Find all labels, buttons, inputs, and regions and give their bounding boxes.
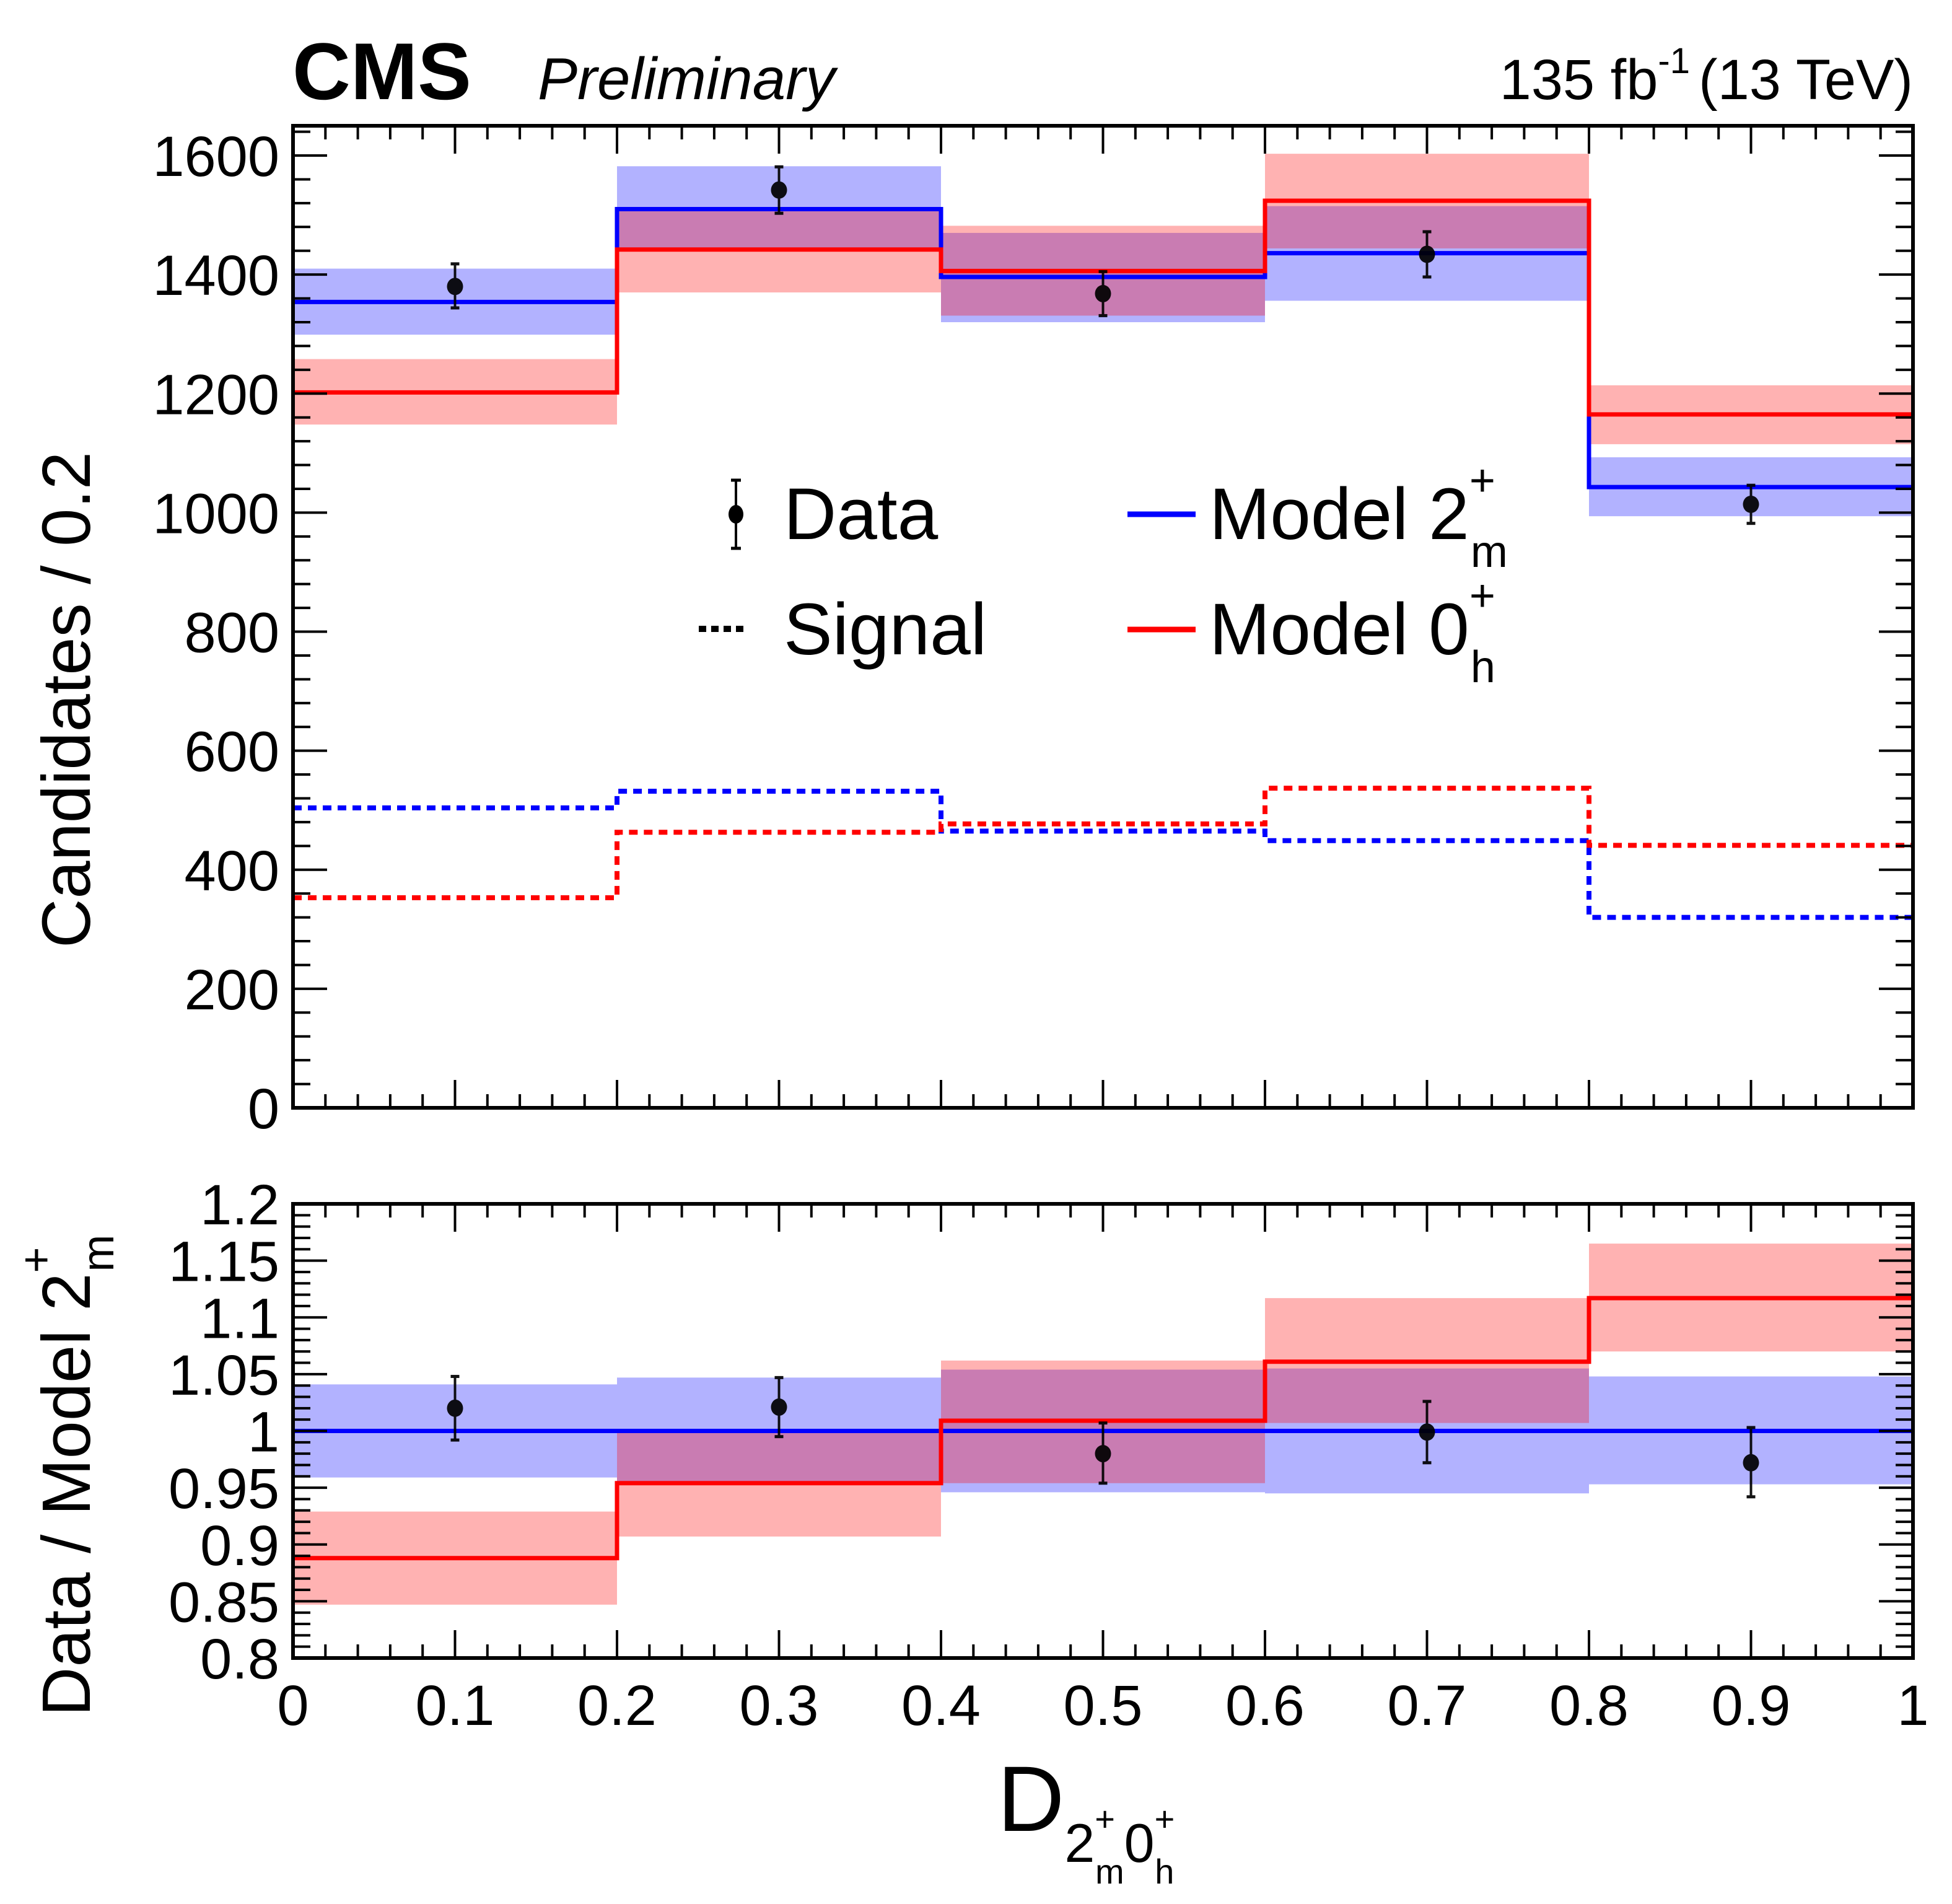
legend-model-2m-sub: m xyxy=(1471,527,1508,577)
x-tick-label: 0.5 xyxy=(1064,1674,1143,1737)
x-tick-label: 0.3 xyxy=(740,1674,819,1737)
energy-label: (13 TeV) xyxy=(1699,48,1913,112)
legend-model-0h-sub: h xyxy=(1471,643,1495,692)
upper-y-tick-label: 1400 xyxy=(152,244,279,307)
upper-axes: 0 200 400 600 800 1000 1200 1400 1600 xyxy=(152,125,1914,1141)
x-title-sub2-sup: + xyxy=(1155,1799,1175,1838)
lower-y-title-sup: + xyxy=(12,1247,61,1273)
lower-y-tick-label: 1 xyxy=(248,1401,279,1464)
lumi-exponent: -1 xyxy=(1658,41,1690,81)
data-marker xyxy=(447,1399,463,1417)
lower-y-tick-label: 0.95 xyxy=(169,1457,279,1520)
upper-data-point xyxy=(447,262,463,310)
upper-y-tick-label: 200 xyxy=(185,959,280,1022)
x-title-sub1-sub: m xyxy=(1095,1852,1124,1891)
x-title-sub2: 0 xyxy=(1124,1812,1155,1874)
lower-data-point xyxy=(447,1375,463,1442)
legend-model-0h-main: Model 0 xyxy=(1209,589,1469,670)
experiment-label: CMS xyxy=(292,26,471,116)
status-label: Preliminary xyxy=(538,46,838,112)
lower-y-tick-label: 1.1 xyxy=(200,1287,279,1350)
data-marker xyxy=(447,278,463,296)
data-marker xyxy=(771,181,787,199)
lower-y-tick-label: 0.9 xyxy=(200,1514,279,1577)
upper-y-tick-label: 1200 xyxy=(152,363,279,426)
legend-model-2m-label: Model 2+ m xyxy=(1209,456,1508,577)
upper-y-tick-label: 400 xyxy=(185,840,280,903)
lower-y-tick-label: 0.8 xyxy=(200,1628,279,1691)
legend-model-2m-main: Model 2 xyxy=(1209,473,1469,555)
lower-data-point xyxy=(771,1375,787,1439)
x-title-sub2-sub: h xyxy=(1155,1852,1174,1891)
x-tick-label: 0.8 xyxy=(1549,1674,1629,1737)
lower-line-model-0h- xyxy=(293,1296,1913,1561)
lower-frame xyxy=(291,1202,1915,1660)
lower-y-tick-label: 1.2 xyxy=(200,1174,279,1237)
legend-model-0h-sup: + xyxy=(1469,571,1495,621)
legend-model-0h-label: Model 0+ h xyxy=(1209,571,1495,692)
lower-data-point xyxy=(1095,1421,1111,1485)
upper-y-tick-label: 1000 xyxy=(152,482,279,545)
data-marker xyxy=(1419,245,1435,263)
upper-frame xyxy=(291,124,1915,1110)
x-tick-label: 0.9 xyxy=(1712,1674,1791,1737)
upper-y-tick-label: 800 xyxy=(185,602,280,665)
legend-signal-label: Signal xyxy=(784,589,987,670)
upper-data-points xyxy=(447,165,1759,525)
upper-y-tick-label: 0 xyxy=(248,1077,279,1141)
lower-y-tick-label: 0.85 xyxy=(169,1571,279,1634)
lower-y-tick-label: 1.15 xyxy=(169,1231,279,1294)
legend-data-label: Data xyxy=(784,473,939,555)
lower-data-point xyxy=(1419,1400,1435,1465)
upper-y-tick-label: 600 xyxy=(185,721,280,784)
x-tick-label: 0 xyxy=(277,1674,309,1737)
data-marker xyxy=(1095,1445,1111,1463)
x-tick-label: 0.6 xyxy=(1225,1674,1305,1737)
lumi-label: 135 fb-1 (13 TeV) xyxy=(1500,41,1913,112)
data-marker xyxy=(1419,1423,1435,1441)
x-tick-label: 0.1 xyxy=(416,1674,495,1737)
upper-bands xyxy=(293,154,1913,517)
lower-y-tick-label: 1.05 xyxy=(169,1344,279,1407)
lower-data-points xyxy=(447,1375,1759,1499)
lower-y-title-main: Data / Model 2 xyxy=(28,1273,105,1716)
x-title-sub1: 2 xyxy=(1064,1812,1095,1874)
x-tick-label: 0.2 xyxy=(577,1674,657,1737)
lower-data-point xyxy=(1743,1426,1759,1499)
lumi-value: 135 fb xyxy=(1500,48,1658,112)
upper-line-signal-2m- xyxy=(293,788,1913,920)
x-tick-label: 1 xyxy=(1897,1674,1928,1737)
upper-data-point xyxy=(1095,270,1111,317)
x-tick-label: 0.4 xyxy=(901,1674,981,1737)
legend: Data Signal Model 2+ m Model 0+ h xyxy=(699,456,1508,692)
x-title-sub1-sup: + xyxy=(1095,1799,1115,1838)
data-marker xyxy=(1743,495,1759,513)
lower-y-axis-title: Data / Model 2+ m xyxy=(12,1235,123,1716)
x-axis-title: D2+ m0+ h xyxy=(997,1747,1175,1891)
x-title-main: D xyxy=(997,1747,1064,1851)
x-tick-label: 0.7 xyxy=(1388,1674,1467,1737)
upper-data-point xyxy=(771,165,787,215)
upper-y-axis-title: Candidates / 0.2 xyxy=(28,452,105,948)
upper-data-point xyxy=(1419,230,1435,279)
data-marker xyxy=(1743,1454,1759,1472)
upper-line-signal-0h- xyxy=(293,786,1913,900)
legend-model-2m-sup: + xyxy=(1469,456,1495,506)
upper-y-tick-label: 1600 xyxy=(152,125,279,188)
lower-y-title-sub: m xyxy=(74,1235,123,1272)
data-marker xyxy=(1095,284,1111,302)
upper-data-point xyxy=(1743,483,1759,525)
legend-data-marker xyxy=(729,478,743,550)
data-marker xyxy=(771,1398,787,1416)
